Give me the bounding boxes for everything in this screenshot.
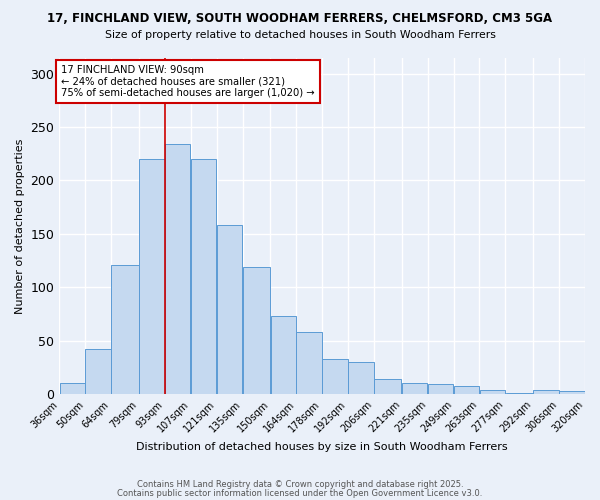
Bar [191, 159, 217, 394]
Bar [296, 332, 322, 394]
Bar [112, 265, 139, 394]
Bar [349, 362, 374, 394]
Bar [533, 390, 559, 394]
Bar [374, 380, 401, 394]
X-axis label: Distribution of detached houses by size in South Woodham Ferrers: Distribution of detached houses by size … [136, 442, 508, 452]
Bar [217, 226, 242, 394]
Text: Size of property relative to detached houses in South Woodham Ferrers: Size of property relative to detached ho… [104, 30, 496, 40]
Text: Contains public sector information licensed under the Open Government Licence v3: Contains public sector information licen… [118, 489, 482, 498]
Bar [428, 384, 454, 394]
Bar [402, 382, 427, 394]
Bar [139, 159, 164, 394]
Bar [322, 359, 348, 394]
Text: 17, FINCHLAND VIEW, SOUTH WOODHAM FERRERS, CHELMSFORD, CM3 5GA: 17, FINCHLAND VIEW, SOUTH WOODHAM FERRER… [47, 12, 553, 26]
Bar [454, 386, 479, 394]
Bar [559, 391, 585, 394]
Text: Contains HM Land Registry data © Crown copyright and database right 2025.: Contains HM Land Registry data © Crown c… [137, 480, 463, 489]
Bar [480, 390, 505, 394]
Y-axis label: Number of detached properties: Number of detached properties [15, 138, 25, 314]
Bar [271, 316, 296, 394]
Bar [243, 267, 270, 394]
Bar [59, 382, 85, 394]
Bar [506, 393, 533, 394]
Text: 17 FINCHLAND VIEW: 90sqm
← 24% of detached houses are smaller (321)
75% of semi-: 17 FINCHLAND VIEW: 90sqm ← 24% of detach… [61, 65, 315, 98]
Bar [165, 144, 190, 395]
Bar [85, 350, 111, 395]
